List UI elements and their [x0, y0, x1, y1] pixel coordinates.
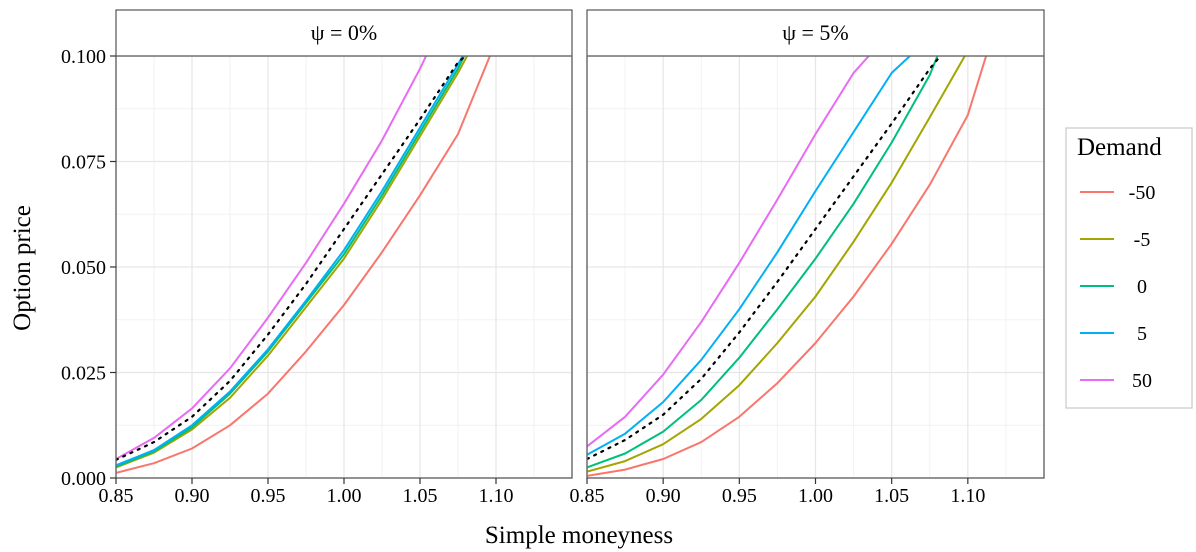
- x-tick-label: 0.95: [251, 485, 286, 507]
- panel-1-series: [116, 56, 491, 474]
- panel-2-series: [587, 56, 988, 477]
- x-tick-label: 1.10: [950, 485, 985, 507]
- series-layer: [116, 56, 988, 477]
- y-tick-label: 0.050: [61, 257, 106, 279]
- x-tick-label: 1.00: [798, 485, 833, 507]
- x-tick-label: 0.90: [646, 485, 681, 507]
- panel-strip: [586, 9, 1045, 57]
- panel-strip-label: ψ = 0%: [311, 20, 378, 45]
- series-line--5: [587, 56, 966, 473]
- y-tick-label: 0.075: [61, 152, 106, 174]
- x-tick-label: 0.90: [175, 485, 210, 507]
- reference-line-dotted: [116, 56, 467, 461]
- series-line--5: [116, 56, 468, 469]
- x-tick-label: 1.05: [874, 485, 909, 507]
- legend-label-5: 5: [1137, 323, 1147, 345]
- x-tick-label: 1.00: [327, 485, 362, 507]
- y-axis-title: Option price: [9, 205, 36, 331]
- legend-label-0: 0: [1137, 276, 1147, 298]
- x-tick-label: 1.05: [403, 485, 438, 507]
- x-tick-label: 1.10: [479, 485, 514, 507]
- series-line-5: [587, 56, 911, 456]
- series-line--50: [116, 56, 491, 474]
- legend-label--50: -50: [1129, 182, 1156, 204]
- series-line--50: [587, 56, 988, 477]
- legend-box: [1065, 127, 1193, 409]
- legend-label--5: -5: [1134, 229, 1151, 251]
- series-line-50: [116, 56, 428, 460]
- x-tick-label: 0.85: [99, 485, 134, 507]
- legend-label-50: 50: [1132, 370, 1152, 392]
- x-tick-label: 0.85: [570, 485, 605, 507]
- x-tick-label: 0.95: [722, 485, 757, 507]
- legend-title: Demand: [1077, 134, 1162, 161]
- series-line-0: [116, 56, 466, 468]
- panel-strip-label: ψ = 5%: [782, 20, 849, 45]
- axis-layer: 0.85 0.90 0.95 1.00 1.05 1.10 0.000 0.025 0.050 0…: [61, 46, 985, 507]
- reference-line-dotted: [587, 56, 942, 461]
- frame-layer: ψ = 0% ψ = 5%: [115, 9, 1045, 479]
- panel-strip: [115, 9, 573, 57]
- series-line-0: [587, 56, 939, 469]
- series-line-50: [587, 56, 870, 448]
- grid-layer: [115, 55, 1044, 479]
- y-tick-label: 0.100: [61, 46, 106, 68]
- x-axis-title: Simple moneyness: [485, 522, 673, 549]
- y-tick-label: 0.000: [61, 468, 106, 490]
- y-tick-label: 0.025: [61, 363, 106, 385]
- series-line-5: [116, 56, 464, 467]
